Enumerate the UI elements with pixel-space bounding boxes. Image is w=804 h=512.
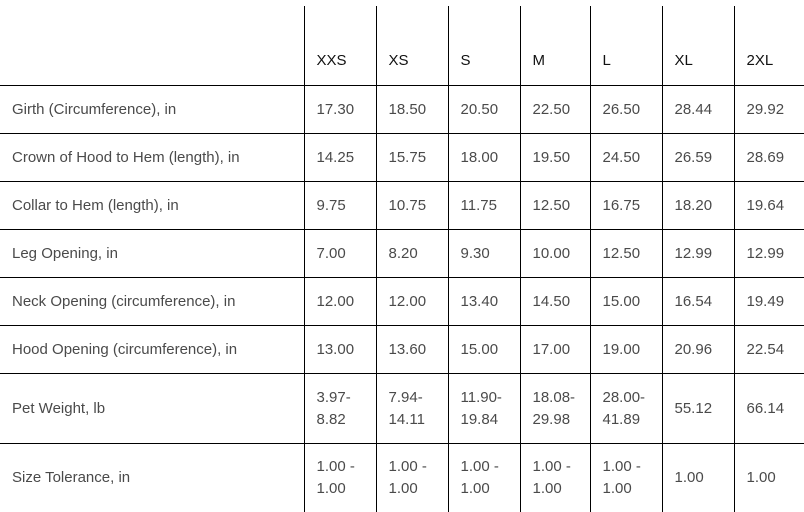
measurement-value: 18.08- 29.98	[520, 374, 590, 444]
measurement-value: 20.50	[448, 86, 520, 134]
measurement-value: 13.60	[376, 326, 448, 374]
measurement-value: 28.00- 41.89	[590, 374, 662, 444]
measurement-value: 20.96	[662, 326, 734, 374]
measurement-value: 10.00	[520, 230, 590, 278]
measurement-value: 19.64	[734, 182, 804, 230]
measurement-value: 12.99	[734, 230, 804, 278]
size-header-cell: XL	[662, 6, 734, 86]
measurement-label: Collar to Hem (length), in	[0, 182, 304, 230]
measurement-value: 26.50	[590, 86, 662, 134]
measurement-label: Leg Opening, in	[0, 230, 304, 278]
measurement-value: 13.40	[448, 278, 520, 326]
measurement-value: 19.49	[734, 278, 804, 326]
size-header-cell: L	[590, 6, 662, 86]
size-header-cell: 2XL	[734, 6, 804, 86]
measurement-value: 12.99	[662, 230, 734, 278]
measurement-value: 16.54	[662, 278, 734, 326]
measurement-label: Pet Weight, lb	[0, 374, 304, 444]
measurement-label: Neck Opening (circumference), in	[0, 278, 304, 326]
measurement-value: 18.00	[448, 134, 520, 182]
measurement-value: 7.94- 14.11	[376, 374, 448, 444]
size-header-cell: M	[520, 6, 590, 86]
measurement-value: 12.00	[304, 278, 376, 326]
measurement-value: 18.20	[662, 182, 734, 230]
measurement-value: 24.50	[590, 134, 662, 182]
measurement-value: 15.00	[590, 278, 662, 326]
measurement-value: 1.00 - 1.00	[376, 444, 448, 512]
measurement-value: 10.75	[376, 182, 448, 230]
measurement-value: 29.92	[734, 86, 804, 134]
measurement-value: 19.00	[590, 326, 662, 374]
measurement-value: 18.50	[376, 86, 448, 134]
measurement-value: 55.12	[662, 374, 734, 444]
measurement-value: 1.00 - 1.00	[448, 444, 520, 512]
measurement-value: 8.20	[376, 230, 448, 278]
measurement-value: 13.00	[304, 326, 376, 374]
header-blank-cell	[0, 6, 304, 86]
measurement-value: 11.90- 19.84	[448, 374, 520, 444]
measurement-value: 16.75	[590, 182, 662, 230]
measurement-value: 12.50	[520, 182, 590, 230]
measurement-value: 15.00	[448, 326, 520, 374]
measurement-value: 14.25	[304, 134, 376, 182]
measurement-value: 66.14	[734, 374, 804, 444]
measurement-value: 14.50	[520, 278, 590, 326]
measurement-value: 3.97- 8.82	[304, 374, 376, 444]
measurement-value: 9.75	[304, 182, 376, 230]
measurement-label: Crown of Hood to Hem (length), in	[0, 134, 304, 182]
measurement-value: 1.00	[662, 444, 734, 512]
measurement-label: Girth (Circumference), in	[0, 86, 304, 134]
measurement-value: 17.00	[520, 326, 590, 374]
measurement-value: 28.44	[662, 86, 734, 134]
measurement-value: 9.30	[448, 230, 520, 278]
measurement-label: Hood Opening (circumference), in	[0, 326, 304, 374]
measurement-value: 22.50	[520, 86, 590, 134]
measurement-value: 19.50	[520, 134, 590, 182]
measurement-value: 1.00 - 1.00	[520, 444, 590, 512]
measurement-value: 28.69	[734, 134, 804, 182]
size-header-cell: S	[448, 6, 520, 86]
measurement-value: 26.59	[662, 134, 734, 182]
measurement-value: 1.00 - 1.00	[304, 444, 376, 512]
measurement-value: 12.00	[376, 278, 448, 326]
measurement-value: 22.54	[734, 326, 804, 374]
size-header-cell: XS	[376, 6, 448, 86]
measurement-value: 17.30	[304, 86, 376, 134]
measurement-value: 7.00	[304, 230, 376, 278]
measurement-value: 1.00	[734, 444, 804, 512]
measurement-value: 12.50	[590, 230, 662, 278]
measurement-value: 15.75	[376, 134, 448, 182]
size-header-cell: XXS	[304, 6, 376, 86]
measurement-label: Size Tolerance, in	[0, 444, 304, 512]
measurement-value: 11.75	[448, 182, 520, 230]
measurement-value: 1.00 - 1.00	[590, 444, 662, 512]
